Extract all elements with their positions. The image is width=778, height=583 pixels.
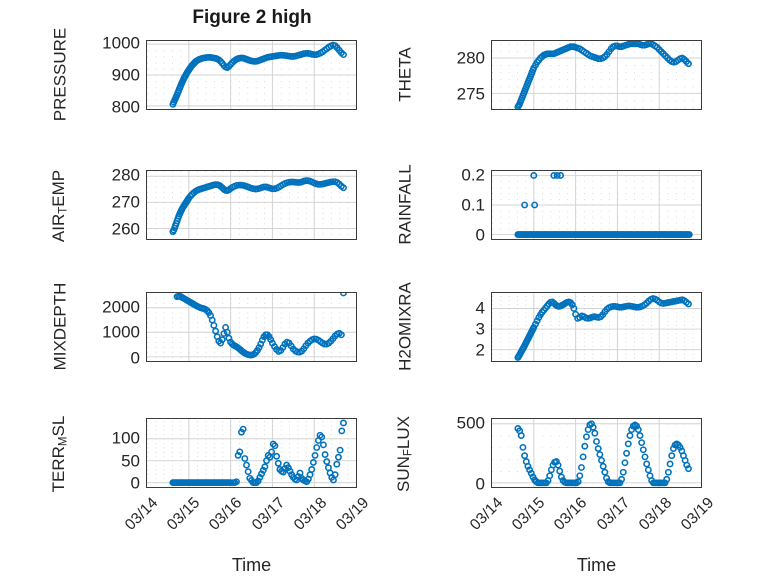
ylabel-pressure: PRESSURE: [50, 27, 70, 122]
data-pressure: [147, 41, 356, 109]
ylabel-theta: THETA: [395, 47, 415, 102]
ylabel-h2omixra: H2OMIXRA: [395, 282, 415, 371]
grid-air_temp: [147, 171, 356, 239]
ytick-terr_msl-2: 100: [111, 428, 140, 448]
data-sun_flux: [492, 419, 701, 487]
plot-area-h2omixra: [491, 292, 702, 362]
ylabel-air_temp: AIRTEMP: [48, 169, 70, 243]
ylabel-sun_flux: SUNFLUX: [393, 416, 415, 493]
panel-rainfall: [491, 170, 702, 240]
ytick-sun_flux-0: 0: [475, 474, 485, 494]
panel-theta: [491, 40, 702, 110]
ytick-terr_msl-1: 50: [121, 451, 140, 471]
plot-area-pressure: [146, 40, 357, 110]
figure-title: Figure 2 high: [192, 7, 312, 28]
ytick-h2omixra-1: 3: [475, 319, 485, 339]
ytick-pressure-0: 800: [111, 97, 140, 117]
plot-area-sun_flux: [491, 418, 702, 488]
plot-area-air_temp: [146, 170, 357, 240]
ylabel-mixdepth: MIXDEPTH: [50, 282, 70, 371]
ytick-h2omixra-2: 4: [475, 298, 485, 318]
ytick-pressure-1: 900: [111, 65, 140, 85]
ytick-theta-0: 275: [456, 84, 485, 104]
panel-air_temp: [146, 170, 357, 240]
plot-area-rainfall: [491, 170, 702, 240]
ylabel-terr_msl: TERRMSL: [48, 415, 70, 493]
ylabel-rainfall: RAINFALL: [395, 164, 415, 245]
panel-mixdepth: [146, 292, 357, 362]
ytick-rainfall-1: 0.1: [461, 195, 485, 215]
xlabel-sun_flux: Time: [576, 555, 617, 575]
grid-sun_flux: [492, 419, 701, 487]
ytick-air_temp-2: 280: [111, 165, 140, 185]
plot-area-terr_msl: [146, 418, 357, 488]
data-rainfall: [492, 171, 701, 239]
ytick-mixdepth-0: 0: [130, 348, 140, 368]
ytick-pressure-2: 1000: [102, 33, 140, 53]
xlabel-terr_msl: Time: [231, 555, 272, 575]
data-theta: [492, 41, 701, 109]
data-air_temp: [147, 171, 356, 239]
data-h2omixra: [492, 293, 701, 361]
ytick-sun_flux-1: 500: [456, 413, 485, 433]
ytick-rainfall-0: 0: [475, 225, 485, 245]
data-terr_msl: [147, 419, 356, 487]
panel-pressure: [146, 40, 357, 110]
plot-area-theta: [491, 40, 702, 110]
ytick-mixdepth-1: 1000: [102, 322, 140, 342]
ytick-rainfall-2: 0.2: [461, 165, 485, 185]
ytick-air_temp-1: 270: [111, 192, 140, 212]
ytick-terr_msl-0: 0: [130, 473, 140, 493]
panel-terr_msl: [146, 418, 357, 488]
ytick-h2omixra-0: 2: [475, 340, 485, 360]
plot-area-mixdepth: [146, 292, 357, 362]
ytick-air_temp-0: 260: [111, 219, 140, 239]
panel-sun_flux: [491, 418, 702, 488]
ytick-theta-1: 280: [456, 48, 485, 67]
data-mixdepth: [147, 293, 356, 361]
panel-h2omixra: [491, 292, 702, 362]
ytick-mixdepth-2: 2000: [102, 297, 140, 317]
